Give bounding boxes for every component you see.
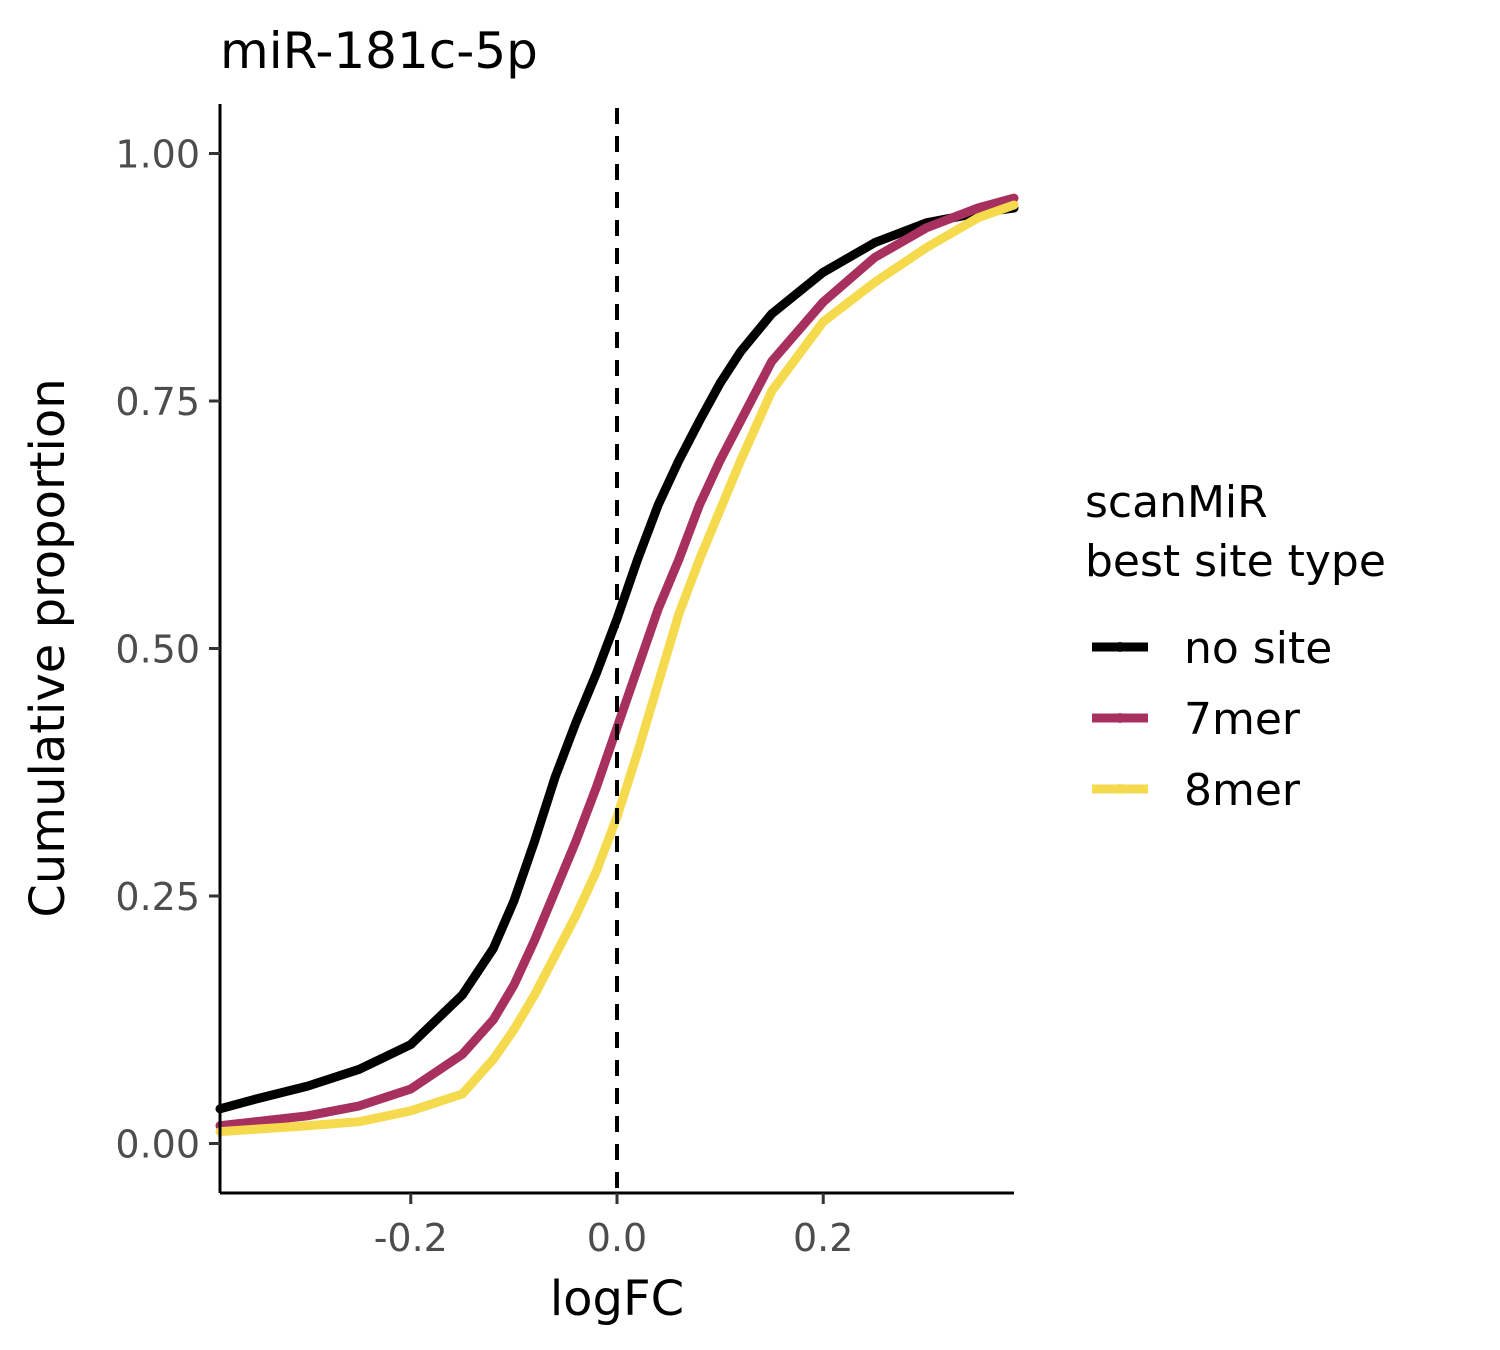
y-tick-label: 0.75 [115,380,200,424]
x-tick-label: 0.0 [587,1216,647,1260]
legend-label-no-site: no site [1184,623,1332,674]
legend-label-7mer: 7mer [1184,694,1301,745]
y-tick-label: 0.50 [115,628,200,672]
series-line-8mer [215,200,1019,1137]
legend-items: no site 7mer 8mer [1092,623,1332,816]
x-axis: -0.2 0.0 0.2 logFC [220,1191,1014,1327]
x-tick-label: -0.2 [374,1216,448,1260]
y-axis-title: Cumulative proportion [20,378,76,917]
legend-label-8mer: 8mer [1184,765,1301,816]
x-tick-label: 0.2 [793,1216,853,1260]
chart-title: miR-181c-5p [220,22,538,80]
legend-title-line-1: scanMiR [1085,477,1268,528]
legend-key-point-7mer [1115,713,1125,723]
y-tick-label: 0.25 [115,875,200,919]
legend-title-line-2: best site type [1085,536,1386,587]
legend-key-point-8mer [1115,784,1125,794]
legend: scanMiR best site type no site 7mer 8mer [1085,477,1386,816]
x-ticks: -0.2 0.0 0.2 [374,1193,853,1260]
y-ticks: 0.00 0.25 0.50 0.75 1.00 [115,133,220,1167]
plot-panel [215,108,1019,1193]
legend-key-point-no-site [1115,642,1125,652]
series-line-7mer [215,193,1019,1131]
y-tick-label: 1.00 [115,133,200,177]
x-axis-title: logFC [550,1271,684,1327]
y-axis: 0.00 0.25 0.50 0.75 1.00 Cumulative proporti… [20,104,222,1193]
y-tick-label: 0.00 [115,1123,200,1167]
